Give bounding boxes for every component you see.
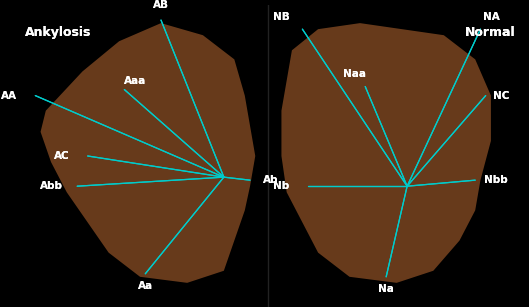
Text: Abb: Abb bbox=[40, 181, 62, 191]
Text: Na: Na bbox=[378, 284, 394, 294]
Polygon shape bbox=[41, 23, 256, 283]
Text: Nbb: Nbb bbox=[484, 175, 508, 185]
Text: Aaa: Aaa bbox=[124, 76, 146, 86]
Text: Aa: Aa bbox=[138, 281, 153, 291]
Text: Abb: Abb bbox=[40, 181, 62, 191]
Text: NA: NA bbox=[482, 12, 499, 22]
Text: Aa: Aa bbox=[138, 281, 153, 291]
Text: Aaa: Aaa bbox=[124, 76, 146, 86]
Text: Nb: Nb bbox=[273, 181, 289, 191]
Text: Ab: Ab bbox=[263, 175, 279, 185]
Text: AB: AB bbox=[153, 0, 169, 10]
Text: AA: AA bbox=[1, 91, 17, 101]
Text: Naa: Naa bbox=[343, 69, 366, 80]
Text: Ab: Ab bbox=[263, 175, 279, 185]
Text: Naa: Naa bbox=[343, 69, 366, 80]
Text: NB: NB bbox=[273, 12, 290, 22]
Text: AB: AB bbox=[153, 0, 169, 10]
Text: NB: NB bbox=[273, 12, 290, 22]
Text: NC: NC bbox=[493, 91, 509, 101]
Text: AC: AC bbox=[53, 151, 69, 161]
Polygon shape bbox=[281, 23, 491, 283]
Text: Normal: Normal bbox=[465, 26, 515, 39]
Text: AC: AC bbox=[53, 151, 69, 161]
Text: Nb: Nb bbox=[273, 181, 289, 191]
Text: Ankylosis: Ankylosis bbox=[25, 26, 91, 39]
Text: Na: Na bbox=[378, 284, 394, 294]
Text: NA: NA bbox=[482, 12, 499, 22]
Text: NC: NC bbox=[493, 91, 509, 101]
Text: Ankylosis: Ankylosis bbox=[25, 26, 91, 39]
Text: AA: AA bbox=[1, 91, 17, 101]
Text: Nbb: Nbb bbox=[484, 175, 508, 185]
Text: Normal: Normal bbox=[465, 26, 515, 39]
